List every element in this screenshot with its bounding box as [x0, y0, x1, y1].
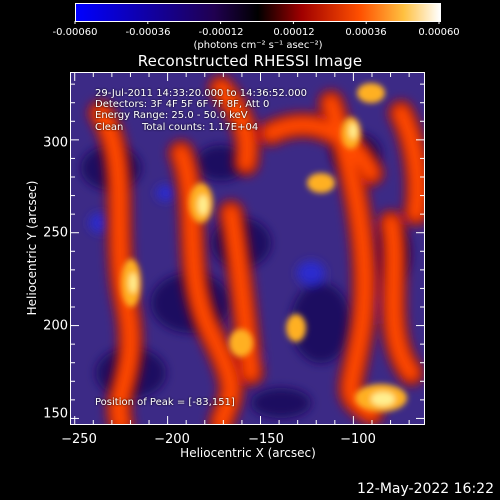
colorbar-gradient	[76, 4, 440, 21]
y-tick-label: 200	[43, 318, 68, 334]
x-axis-label: Heliocentric X (arcsec)	[180, 446, 316, 460]
hxr-image-map	[71, 73, 424, 424]
emission-ribbon-core	[214, 81, 255, 170]
colorbar	[75, 3, 441, 22]
colorbar-tick-label: -0.00060	[52, 27, 98, 38]
hot-core	[229, 329, 253, 357]
hot-core	[307, 173, 335, 193]
colorbar-tick-label: 0.00060	[418, 27, 460, 38]
emission-ribbon-core	[384, 216, 418, 380]
generation-timestamp: 12-May-2022 16:22	[356, 481, 494, 497]
colorbar-units: (photons cm⁻² s⁻¹ asec⁻²)	[193, 40, 323, 51]
x-tick-label: −150	[248, 432, 284, 447]
peak-position-label: Position of Peak = [-83,151]	[95, 397, 235, 408]
info-detectors: Detectors: 3F 4F 5F 6F 7F 8F, Att 0	[95, 99, 270, 110]
blue-region	[297, 261, 325, 285]
colorbar-tick-label: 0.00012	[273, 27, 315, 38]
peak-core	[371, 392, 395, 406]
x-tick-label: −100	[340, 432, 376, 447]
x-tick-label: −250	[61, 432, 97, 447]
peak-core	[349, 123, 357, 139]
info-algorithm: Clean	[95, 122, 124, 133]
peak-core	[198, 195, 208, 215]
emission-ribbon-core	[394, 106, 424, 220]
y-tick-label: 300	[43, 135, 68, 151]
x-tick-label: −200	[154, 432, 190, 447]
y-axis-label: Heliocentric Y (arcsec)	[25, 180, 39, 316]
emission-ribbon-core	[264, 118, 378, 180]
plot-title: Reconstructed RHESSI Image	[137, 52, 363, 70]
colorbar-tick-label: -0.00036	[125, 27, 171, 38]
y-tick-label: 150	[43, 406, 68, 422]
hot-core	[357, 83, 385, 103]
peak-core	[129, 273, 137, 293]
info-time-range: 29-Jul-2011 14:33:20.000 to 14:36:52.000	[95, 88, 307, 99]
emission-ribbon-core	[324, 96, 378, 420]
dark-region	[251, 388, 311, 418]
hot-core	[286, 314, 306, 342]
emission-ribbon-core	[224, 206, 258, 380]
colorbar-tick-label: 0.00036	[345, 27, 387, 38]
colorbar-tick-label: -0.00012	[198, 27, 244, 38]
y-tick-label: 250	[43, 225, 68, 241]
blue-region	[156, 185, 176, 201]
dark-region	[291, 283, 351, 363]
dark-region	[196, 145, 246, 181]
info-total-counts: Total counts: 1.17E+04	[142, 122, 259, 133]
plot-frame	[70, 72, 425, 425]
info-energy-range: Energy Range: 25.0 - 50.0 keV	[95, 110, 248, 121]
